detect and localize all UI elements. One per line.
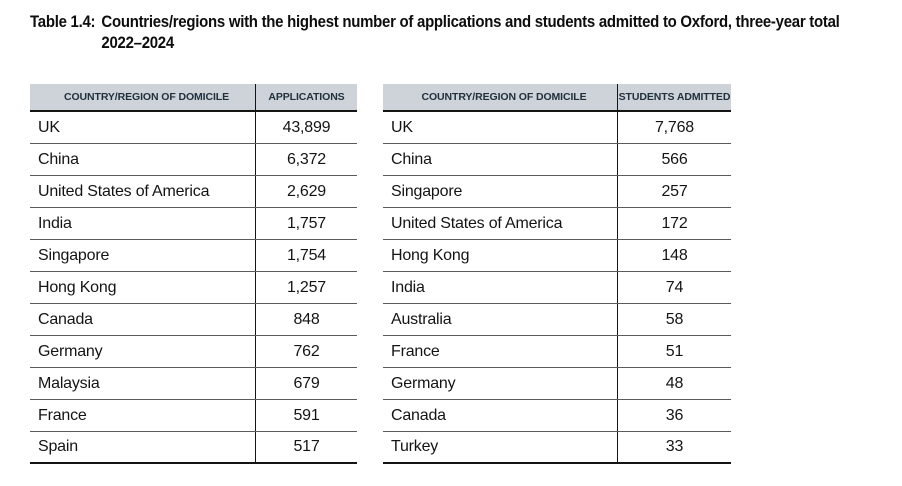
table-row: Spain 517: [30, 432, 357, 464]
country-cell: Canada: [391, 406, 446, 424]
table-title-text: Countries/regions with the highest numbe…: [101, 11, 839, 53]
country-cell: United States of America: [391, 214, 563, 232]
country-cell: India: [38, 214, 72, 232]
applications-table: COUNTRY/REGION OF DOMICILE APPLICATIONS …: [30, 84, 357, 464]
country-cell: Spain: [38, 438, 78, 455]
table-row: Singapore 1,754: [30, 240, 357, 272]
country-cell: UK: [391, 118, 413, 136]
country-cell: Hong Kong: [38, 278, 117, 296]
country-cell: UK: [38, 118, 60, 136]
table-row: Malaysia 679: [30, 368, 357, 400]
table-title-line2: 2022–2024: [101, 33, 174, 52]
table-row: Singapore 257: [383, 176, 731, 208]
country-cell: China: [38, 150, 79, 168]
table-row: India 74: [383, 272, 731, 304]
table-row: United States of America 2,629: [30, 176, 357, 208]
country-cell: France: [391, 342, 440, 360]
table-title-line1: Countries/regions with the highest numbe…: [101, 12, 840, 31]
country-cell: Canada: [38, 310, 93, 328]
column-header-applications: APPLICATIONS: [255, 84, 357, 110]
country-cell: Germany: [38, 342, 103, 360]
value-cell: 679: [255, 368, 357, 399]
table-row: Germany 48: [383, 368, 731, 400]
admissions-table: COUNTRY/REGION OF DOMICILE STUDENTS ADMI…: [383, 84, 731, 464]
value-cell: 762: [255, 336, 357, 367]
table-row: United States of America 172: [383, 208, 731, 240]
table-row: Australia 58: [383, 304, 731, 336]
table-row: Hong Kong 148: [383, 240, 731, 272]
country-cell: India: [391, 278, 425, 296]
value-cell: 48: [617, 368, 731, 399]
table-row: Canada 36: [383, 400, 731, 432]
column-header-country: COUNTRY/REGION OF DOMICILE: [63, 91, 229, 103]
value-cell: 848: [255, 304, 357, 335]
value-cell: 517: [255, 432, 357, 462]
table-row: Turkey 33: [383, 432, 731, 464]
table-row: France 591: [30, 400, 357, 432]
value-cell: 591: [255, 400, 357, 431]
country-cell: France: [38, 406, 87, 424]
value-cell: 566: [617, 144, 731, 175]
table-row: Hong Kong 1,257: [30, 272, 357, 304]
applications-table-header-row: COUNTRY/REGION OF DOMICILE APPLICATIONS: [30, 84, 357, 112]
table-row: UK 43,899: [30, 112, 357, 144]
country-cell: China: [391, 150, 432, 168]
country-cell: Germany: [391, 374, 456, 392]
value-cell: 1,757: [255, 208, 357, 239]
value-cell: 33: [617, 432, 731, 462]
value-cell: 43,899: [255, 112, 357, 143]
value-cell: 7,768: [617, 112, 731, 143]
country-cell: Australia: [391, 310, 452, 328]
value-cell: 6,372: [255, 144, 357, 175]
value-cell: 257: [617, 176, 731, 207]
table-row: Canada 848: [30, 304, 357, 336]
table-title: Table 1.4: Countries/regions with the hi…: [30, 11, 840, 53]
table-row: UK 7,768: [383, 112, 731, 144]
column-header-country: COUNTRY/REGION OF DOMICILE: [421, 91, 587, 103]
admissions-table-header-row: COUNTRY/REGION OF DOMICILE STUDENTS ADMI…: [383, 84, 731, 112]
country-cell: Turkey: [391, 438, 439, 455]
value-cell: 148: [617, 240, 731, 271]
table-number-label: Table 1.4:: [30, 12, 96, 31]
value-cell: 74: [617, 272, 731, 303]
value-cell: 36: [617, 400, 731, 431]
value-cell: 1,257: [255, 272, 357, 303]
value-cell: 2,629: [255, 176, 357, 207]
table-row: India 1,757: [30, 208, 357, 240]
country-cell: Singapore: [38, 246, 110, 264]
table-row: China 6,372: [30, 144, 357, 176]
country-cell: Singapore: [391, 182, 463, 200]
value-cell: 172: [617, 208, 731, 239]
table-row: Germany 762: [30, 336, 357, 368]
value-cell: 58: [617, 304, 731, 335]
table-row: France 51: [383, 336, 731, 368]
table-row: China 566: [383, 144, 731, 176]
country-cell: Malaysia: [38, 374, 100, 392]
country-cell: Hong Kong: [391, 246, 470, 264]
value-cell: 51: [617, 336, 731, 367]
column-header-students-admitted: STUDENTS ADMITTED: [617, 84, 731, 110]
country-cell: United States of America: [38, 182, 210, 200]
value-cell: 1,754: [255, 240, 357, 271]
